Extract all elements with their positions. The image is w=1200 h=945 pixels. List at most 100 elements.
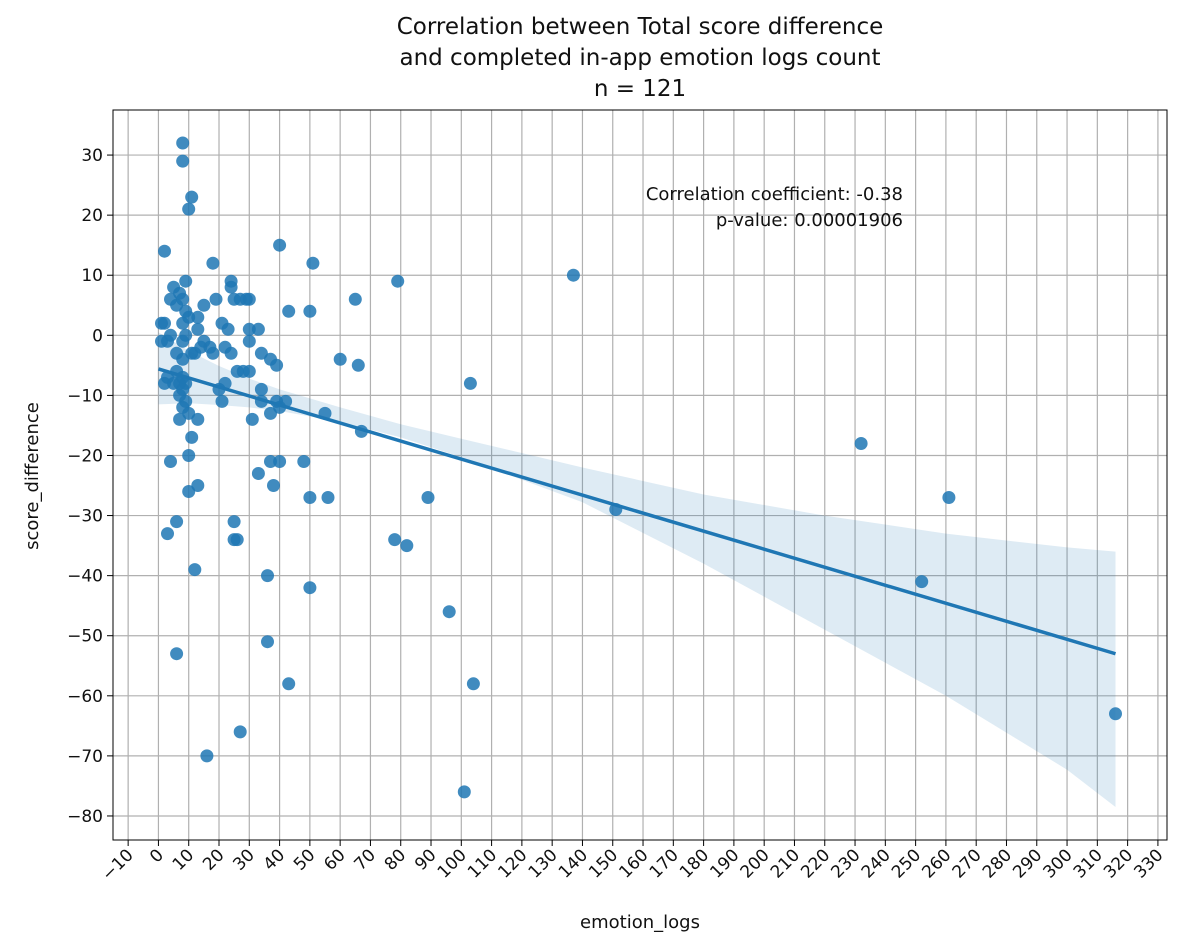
x-tick-label: 70 xyxy=(350,845,379,874)
data-point xyxy=(158,316,171,330)
data-point xyxy=(463,376,477,390)
data-point xyxy=(185,190,199,204)
data-point xyxy=(421,491,435,504)
data-point xyxy=(242,334,256,348)
y-tick-label: −70 xyxy=(67,747,103,767)
data-point xyxy=(185,430,199,444)
data-point xyxy=(1109,707,1122,721)
data-point xyxy=(457,785,471,799)
x-tick-label: 0 xyxy=(146,845,168,867)
data-point xyxy=(261,569,274,583)
data-point xyxy=(306,256,320,270)
data-point xyxy=(182,310,196,324)
x-tick-label: 20 xyxy=(199,845,228,874)
data-point xyxy=(388,533,402,547)
data-point xyxy=(242,322,256,336)
x-tick-label: 240 xyxy=(858,845,895,882)
data-point xyxy=(182,449,196,462)
y-tick-label: −50 xyxy=(67,627,103,647)
x-tick-label: 30 xyxy=(229,845,258,874)
data-point xyxy=(442,605,456,619)
data-point xyxy=(915,575,929,589)
title-line-3: n = 121 xyxy=(594,76,686,102)
data-point xyxy=(242,292,256,306)
x-tick-label: 270 xyxy=(949,845,986,882)
plot-frame xyxy=(112,109,1168,841)
data-point xyxy=(233,725,247,739)
data-point xyxy=(303,491,317,504)
y-tick-label: −10 xyxy=(67,386,103,406)
data-point xyxy=(264,455,277,468)
x-tick-label: 290 xyxy=(1009,845,1046,882)
y-tick-label: −40 xyxy=(67,567,103,587)
data-point xyxy=(261,635,274,649)
title-line-2: and completed in-app emotion logs count xyxy=(399,45,880,71)
y-tick-label: −80 xyxy=(67,807,103,827)
data-point xyxy=(179,274,193,288)
data-point xyxy=(170,346,184,360)
data-point xyxy=(188,563,202,577)
data-point xyxy=(348,292,362,306)
x-tick-label: 330 xyxy=(1130,845,1167,882)
x-tick-label: 320 xyxy=(1100,845,1137,882)
data-point xyxy=(303,304,317,318)
data-point xyxy=(194,340,208,354)
data-point xyxy=(333,352,347,366)
data-point xyxy=(282,677,296,691)
x-tick-label: 210 xyxy=(767,845,804,882)
data-point xyxy=(161,334,174,348)
data-point xyxy=(197,298,211,312)
x-tick-label: 110 xyxy=(464,845,501,882)
title-line-1: Correlation between Total score differen… xyxy=(397,14,884,40)
data-point xyxy=(245,412,259,426)
y-tick-label: −20 xyxy=(67,446,103,466)
data-point xyxy=(164,455,177,468)
x-tick-label: 190 xyxy=(706,845,743,882)
x-tick-label: 10 xyxy=(169,845,198,874)
data-point xyxy=(191,310,205,324)
data-point xyxy=(854,437,868,450)
x-tick-label: 260 xyxy=(918,845,955,882)
x-tick-label: −10 xyxy=(98,845,138,885)
data-point xyxy=(297,455,311,468)
data-point xyxy=(942,491,956,504)
data-point xyxy=(224,280,238,294)
x-axis-ticks: −10 0 10 20 30 40 50 60 70 80 90100110120130140150… xyxy=(98,840,1167,885)
data-point xyxy=(273,238,287,252)
x-tick-label: 200 xyxy=(737,845,774,882)
annotation-p-value: p-value: 0.00001906 xyxy=(716,210,903,231)
y-axis-ticks: −80 −70 −60 −50 −40 −30 −20 −10 0 10 20 30 xyxy=(67,146,113,827)
regression-line xyxy=(157,367,1117,656)
x-tick-label: 100 xyxy=(434,845,471,882)
data-point xyxy=(270,358,284,372)
x-tick-label: 250 xyxy=(888,845,925,882)
x-tick-label: 40 xyxy=(260,845,289,874)
data-point xyxy=(224,346,238,360)
data-point xyxy=(179,328,193,342)
x-tick-label: 120 xyxy=(494,845,531,882)
data-point xyxy=(158,244,171,258)
x-tick-label: 280 xyxy=(979,845,1016,882)
data-point xyxy=(179,376,193,390)
y-axis-label: score_difference xyxy=(22,402,43,550)
data-point xyxy=(242,364,256,378)
y-tick-label: −60 xyxy=(67,687,103,707)
data-point xyxy=(170,647,184,661)
data-point xyxy=(209,292,223,306)
x-tick-label: 220 xyxy=(797,845,834,882)
data-point xyxy=(191,479,205,492)
data-point xyxy=(321,491,335,504)
annotation-correlation: Correlation coefficient: -0.38 xyxy=(646,184,903,205)
x-axis-label: emotion_logs xyxy=(580,912,700,933)
data-point xyxy=(203,340,217,354)
data-point xyxy=(215,394,229,408)
data-point xyxy=(303,581,317,595)
data-point xyxy=(179,394,193,408)
x-tick-label: 60 xyxy=(320,845,349,874)
data-point xyxy=(282,304,296,318)
y-tick-label: 30 xyxy=(81,146,103,166)
data-point xyxy=(173,412,187,426)
data-point xyxy=(230,364,244,378)
data-point xyxy=(200,749,214,763)
